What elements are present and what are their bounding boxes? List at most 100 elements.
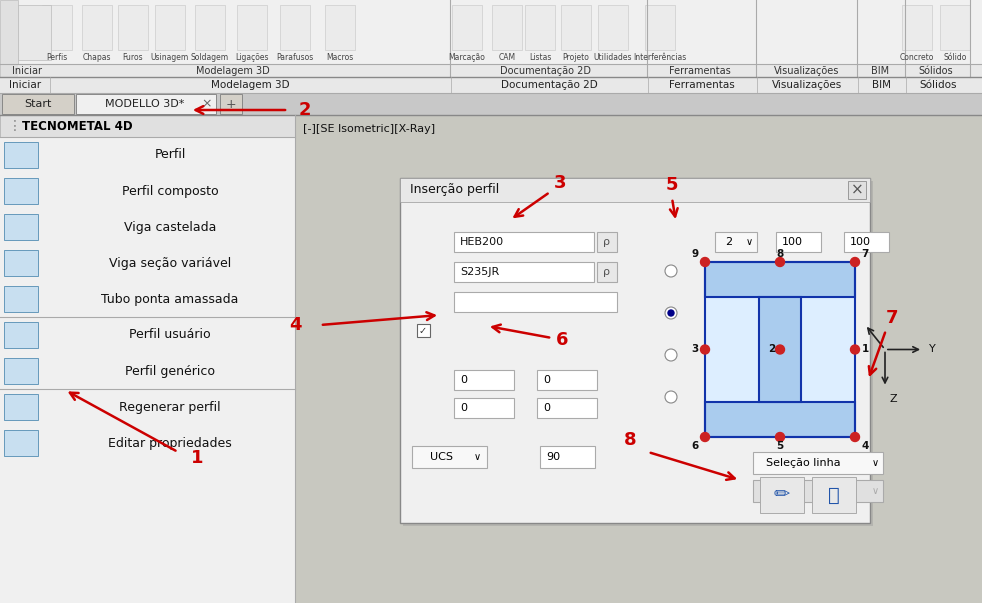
Circle shape bbox=[665, 391, 677, 403]
Bar bbox=[454, 232, 594, 252]
Bar bbox=[776, 232, 821, 252]
Circle shape bbox=[850, 257, 859, 267]
Bar bbox=[412, 446, 487, 468]
Bar bbox=[4, 250, 38, 276]
Text: 8: 8 bbox=[624, 431, 636, 449]
Text: 0: 0 bbox=[460, 403, 467, 413]
Text: ∨: ∨ bbox=[746, 237, 753, 247]
Text: Tubo ponta amassada: Tubo ponta amassada bbox=[101, 292, 239, 306]
Text: Perfis: Perfis bbox=[46, 52, 68, 62]
Text: Visualizações: Visualizações bbox=[775, 66, 840, 76]
Text: Viga castelada: Viga castelada bbox=[124, 221, 216, 233]
Text: Start: Start bbox=[25, 99, 52, 109]
Bar bbox=[42, 5, 72, 50]
Text: MODELLO 3D*: MODELLO 3D* bbox=[105, 99, 185, 109]
Circle shape bbox=[700, 257, 710, 267]
Text: 9: 9 bbox=[691, 249, 698, 259]
Text: ∨: ∨ bbox=[871, 486, 879, 496]
Text: Perfil composto: Perfil composto bbox=[122, 185, 218, 198]
Text: Ferramentas: Ferramentas bbox=[669, 66, 731, 76]
Text: ρ: ρ bbox=[604, 237, 611, 247]
Bar bbox=[195, 5, 225, 50]
Text: 5: 5 bbox=[666, 176, 679, 194]
Text: 100: 100 bbox=[850, 237, 871, 247]
Circle shape bbox=[665, 307, 677, 319]
Text: 4: 4 bbox=[289, 316, 301, 334]
Bar bbox=[705, 262, 855, 437]
Text: 100: 100 bbox=[782, 237, 803, 247]
Bar bbox=[454, 292, 617, 312]
Text: 90: 90 bbox=[546, 452, 560, 462]
Text: ∨: ∨ bbox=[473, 452, 480, 462]
Text: Tr:: Tr: bbox=[763, 237, 776, 247]
Text: 2: 2 bbox=[299, 101, 311, 119]
Text: Furos: Furos bbox=[123, 52, 143, 62]
Bar bbox=[525, 5, 555, 50]
Text: Cota:: Cota: bbox=[691, 485, 721, 495]
Text: Sólidos: Sólidos bbox=[919, 66, 954, 76]
Bar bbox=[2, 94, 74, 114]
Text: 270: 270 bbox=[681, 392, 702, 402]
Bar bbox=[760, 477, 804, 513]
Bar bbox=[705, 262, 855, 297]
Text: Concreto: Concreto bbox=[900, 52, 934, 62]
Bar bbox=[0, 93, 982, 115]
Bar bbox=[4, 394, 38, 420]
Bar bbox=[82, 5, 112, 50]
Text: Deslocamento: Deslocamento bbox=[412, 353, 492, 363]
Bar bbox=[118, 5, 148, 50]
Bar bbox=[4, 322, 38, 348]
Text: [-][SE Isometric][X-Ray]: [-][SE Isometric][X-Ray] bbox=[303, 124, 435, 134]
Bar bbox=[280, 5, 310, 50]
Text: Interferências: Interferências bbox=[633, 52, 686, 62]
Bar bbox=[18, 64, 982, 77]
Text: 7: 7 bbox=[886, 309, 899, 327]
Bar bbox=[400, 178, 870, 523]
Text: Parafusos: Parafusos bbox=[276, 52, 313, 62]
Bar bbox=[4, 214, 38, 240]
Text: 📖: 📖 bbox=[828, 485, 840, 505]
Text: 0: 0 bbox=[543, 403, 550, 413]
Text: Dados gerais: Dados gerais bbox=[412, 213, 485, 223]
Text: Regenerar perfil: Regenerar perfil bbox=[119, 400, 221, 414]
Bar bbox=[4, 286, 38, 312]
Bar bbox=[940, 5, 970, 50]
Text: Visualizações: Visualizações bbox=[772, 80, 843, 90]
Text: Inserção perfil:: Inserção perfil: bbox=[663, 457, 746, 467]
Bar bbox=[325, 5, 355, 50]
Circle shape bbox=[700, 432, 710, 441]
Circle shape bbox=[665, 349, 677, 361]
Text: 0: 0 bbox=[543, 375, 550, 385]
Bar bbox=[0, 0, 18, 77]
Bar bbox=[705, 402, 855, 437]
Text: Documentação 2D: Documentação 2D bbox=[501, 80, 597, 90]
Bar bbox=[18, 5, 51, 60]
Text: Perfil genérico: Perfil genérico bbox=[125, 364, 215, 377]
Bar bbox=[561, 5, 591, 50]
Bar bbox=[454, 370, 514, 390]
Text: Ângulo:: Ângulo: bbox=[494, 451, 536, 463]
Circle shape bbox=[776, 345, 785, 354]
Bar bbox=[715, 232, 757, 252]
Bar bbox=[0, 0, 982, 77]
Text: Z: Z bbox=[890, 394, 898, 403]
Text: Sólidos: Sólidos bbox=[919, 80, 956, 90]
Text: Perfil usuário: Perfil usuário bbox=[130, 329, 211, 341]
Text: 7: 7 bbox=[861, 249, 869, 259]
Bar bbox=[403, 181, 873, 526]
Text: Final:: Final: bbox=[412, 403, 442, 413]
Text: Modelagem 3D: Modelagem 3D bbox=[211, 80, 290, 90]
Text: BIM: BIM bbox=[871, 66, 889, 76]
Bar bbox=[492, 5, 522, 50]
Text: Seleção linha: Seleção linha bbox=[766, 458, 841, 468]
Text: Perfil:: Perfil: bbox=[412, 237, 444, 247]
Bar bbox=[705, 262, 855, 437]
Bar bbox=[295, 115, 982, 603]
Bar bbox=[844, 232, 889, 252]
Text: Tr1:: Tr1: bbox=[826, 237, 846, 247]
Bar bbox=[4, 430, 38, 456]
Text: h/2: h/2 bbox=[795, 267, 811, 277]
Text: ∨: ∨ bbox=[871, 458, 879, 468]
Bar bbox=[417, 324, 430, 337]
Circle shape bbox=[776, 257, 785, 267]
